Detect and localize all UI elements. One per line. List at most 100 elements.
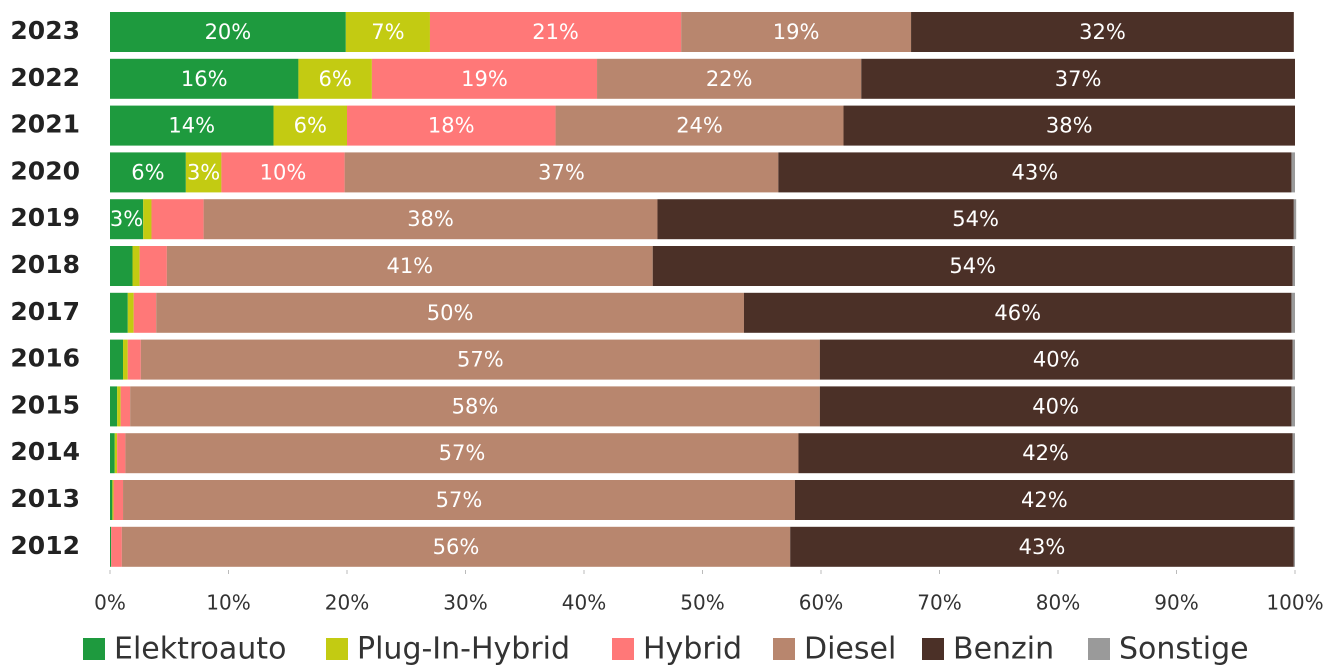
bar-segment xyxy=(1292,339,1295,380)
bar-segment xyxy=(778,152,1292,193)
bar-segment xyxy=(344,152,779,193)
bar-segment xyxy=(127,339,141,380)
bar-segment xyxy=(798,433,1293,474)
bar-segment xyxy=(110,105,274,146)
x-tick-label: 0% xyxy=(94,591,126,615)
bar-segment xyxy=(1292,433,1295,474)
value-label: 41% xyxy=(386,254,433,278)
value-label: 18% xyxy=(428,114,475,138)
bar-segment xyxy=(117,386,121,427)
bar-segment xyxy=(652,246,1293,286)
x-tick-label: 40% xyxy=(562,591,606,615)
bar-segment xyxy=(345,12,430,52)
bar-segment xyxy=(151,199,204,240)
bar-segment xyxy=(120,386,131,427)
bar-segment xyxy=(111,526,122,567)
bar-segment xyxy=(110,152,186,193)
bar-segment xyxy=(121,526,791,567)
bar-segment xyxy=(156,292,744,333)
x-tick-label: 90% xyxy=(1154,591,1198,615)
y-tick-label: 2022 xyxy=(10,63,80,92)
value-label: 20% xyxy=(205,20,252,44)
value-label: 58% xyxy=(452,394,499,418)
value-label: 57% xyxy=(457,348,504,372)
bar-segment xyxy=(1293,480,1295,520)
value-label: 19% xyxy=(461,67,508,91)
y-tick-label: 2021 xyxy=(10,110,80,139)
bar-segment xyxy=(794,480,1294,520)
x-tick-label: 100% xyxy=(1266,591,1323,615)
y-tick-label: 2014 xyxy=(10,437,80,466)
bar-segment xyxy=(123,480,795,520)
value-label: 42% xyxy=(1022,441,1069,465)
legend-swatch xyxy=(773,638,795,660)
bar-segment xyxy=(110,526,112,567)
y-tick-label: 2012 xyxy=(10,531,80,560)
bar-segment xyxy=(125,433,799,474)
y-tick-label: 2023 xyxy=(10,16,80,45)
bar-segment xyxy=(843,105,1295,146)
bar-segment xyxy=(110,339,124,380)
value-label: 50% xyxy=(427,301,474,325)
value-label: 42% xyxy=(1021,488,1068,512)
value-label: 54% xyxy=(952,207,999,231)
bar-segment xyxy=(429,12,682,52)
bar-segment xyxy=(127,292,134,333)
bar-segment xyxy=(861,58,1295,99)
value-label: 32% xyxy=(1079,20,1126,44)
legend-swatch xyxy=(922,638,944,660)
legend-label: Hybrid xyxy=(643,632,742,667)
bar-segment xyxy=(298,58,372,99)
value-label: 37% xyxy=(1055,67,1102,91)
bar-segment xyxy=(117,433,126,474)
value-label: 40% xyxy=(1032,394,1079,418)
bar-segment xyxy=(657,199,1294,240)
value-label: 38% xyxy=(1046,114,1093,138)
bar-segment xyxy=(110,246,133,286)
x-tick-label: 20% xyxy=(325,591,369,615)
y-tick-label: 2020 xyxy=(10,156,80,185)
x-tick-label: 80% xyxy=(1036,591,1080,615)
bar-segment xyxy=(555,105,844,146)
bar-segment xyxy=(273,105,347,146)
bar-segment xyxy=(110,58,299,99)
y-tick-label: 2019 xyxy=(10,203,80,232)
y-tick-label: 2015 xyxy=(10,390,80,419)
bar-segment xyxy=(221,152,345,193)
bar-segment xyxy=(110,433,115,474)
value-label: 3% xyxy=(110,207,143,231)
bar-segment xyxy=(132,246,140,286)
bar-segment xyxy=(1291,386,1295,427)
y-tick-label: 2013 xyxy=(10,484,80,513)
value-label: 19% xyxy=(773,20,820,44)
value-label: 57% xyxy=(436,488,483,512)
bar-segment xyxy=(110,12,346,52)
bar-segment xyxy=(597,58,862,99)
value-label: 6% xyxy=(294,114,327,138)
bar-segment xyxy=(140,339,820,380)
value-label: 21% xyxy=(532,20,579,44)
bar-segment xyxy=(114,433,118,474)
bar-segment xyxy=(819,339,1293,380)
bar-segment xyxy=(819,386,1292,427)
value-label: 57% xyxy=(439,441,486,465)
bar-segment xyxy=(1291,152,1295,193)
bar-segment xyxy=(133,292,157,333)
bar-segment xyxy=(110,386,118,427)
value-label: 7% xyxy=(371,20,404,44)
value-label: 38% xyxy=(407,207,454,231)
legend-label: Sonstige xyxy=(1119,632,1249,667)
bar-segment xyxy=(1291,292,1295,333)
value-label: 22% xyxy=(706,67,753,91)
value-label: 40% xyxy=(1033,348,1080,372)
x-tick-label: 60% xyxy=(799,591,843,615)
bar-segment xyxy=(371,58,598,99)
bar-segment xyxy=(112,480,114,520)
value-label: 6% xyxy=(131,160,164,184)
bar-segment xyxy=(185,152,222,193)
bar-segment xyxy=(143,199,152,240)
value-label: 54% xyxy=(949,254,996,278)
x-tick-label: 10% xyxy=(206,591,250,615)
bar-segment xyxy=(1293,526,1295,567)
